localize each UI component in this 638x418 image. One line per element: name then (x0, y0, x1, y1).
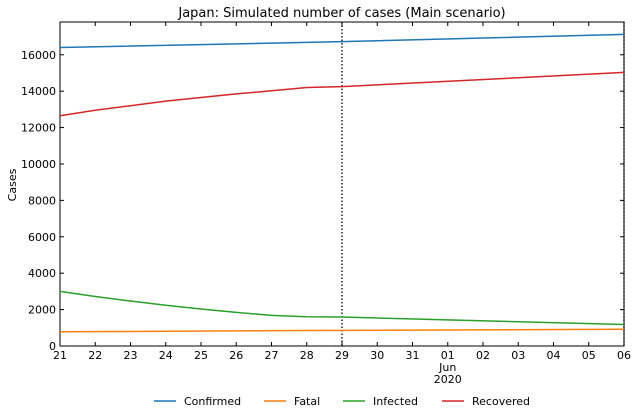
y-tick-label: 10000 (21, 158, 56, 171)
x-tick-label: 02 (476, 349, 490, 362)
x-tick-label: 24 (159, 349, 173, 362)
x-tick-label: 25 (194, 349, 208, 362)
y-axis-title: Cases (6, 168, 19, 201)
x-secondary-label: Jun (438, 361, 456, 374)
y-tick-label: 8000 (28, 194, 56, 207)
x-tick-label: 26 (229, 349, 243, 362)
legend-label-infected: Infected (373, 395, 418, 408)
chart-title: Japan: Simulated number of cases (Main s… (177, 6, 505, 21)
x-tick-label: 28 (300, 349, 314, 362)
series-line-confirmed (59, 33, 625, 49)
x-secondary-label: 2020 (434, 373, 462, 386)
y-tick-label: 12000 (21, 122, 56, 135)
x-tick-label: 03 (511, 349, 525, 362)
x-tick-label: 29 (335, 349, 349, 362)
x-tick-label: 23 (124, 349, 138, 362)
x-tick-label: 01 (441, 349, 455, 362)
y-tick-label: 16000 (21, 49, 56, 62)
y-tick-label: 4000 (28, 267, 56, 280)
x-tick-label: 05 (582, 349, 596, 362)
legend: Confirmed Fatal Infected Recovered (154, 395, 530, 408)
y-tick-label: 0 (49, 340, 56, 353)
series-line-recovered (59, 71, 625, 117)
plot-area: 0 2000 4000 6000 8000 10000 12000 14000 16000 21 2… (21, 21, 631, 386)
legend-label-confirmed: Confirmed (184, 395, 241, 408)
series-line-infected (59, 290, 625, 326)
x-tick-label: 30 (370, 349, 384, 362)
y-tick-label: 2000 (28, 304, 56, 317)
x-tick-label: 21 (53, 349, 67, 362)
x-tick-label: 06 (617, 349, 631, 362)
x-tick-label: 04 (547, 349, 561, 362)
x-tick-label: 22 (88, 349, 102, 362)
y-tick-label: 14000 (21, 85, 56, 98)
y-tick-label: 6000 (28, 231, 56, 244)
series-line-fatal (59, 328, 625, 333)
legend-label-recovered: Recovered (472, 395, 530, 408)
x-tick-label: 31 (406, 349, 420, 362)
legend-label-fatal: Fatal (294, 395, 320, 408)
x-tick-label: 27 (265, 349, 279, 362)
